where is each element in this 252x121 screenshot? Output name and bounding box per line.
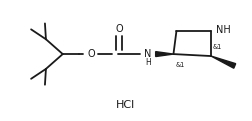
Text: &1: &1 [175,62,185,68]
Polygon shape [211,56,236,68]
Text: O: O [88,49,95,59]
Text: H: H [145,58,151,68]
Text: O: O [115,24,123,34]
Text: N: N [144,49,151,59]
Text: &1: &1 [213,44,222,50]
Polygon shape [156,52,173,57]
Text: HCl: HCl [116,100,136,110]
Text: NH: NH [216,25,231,35]
